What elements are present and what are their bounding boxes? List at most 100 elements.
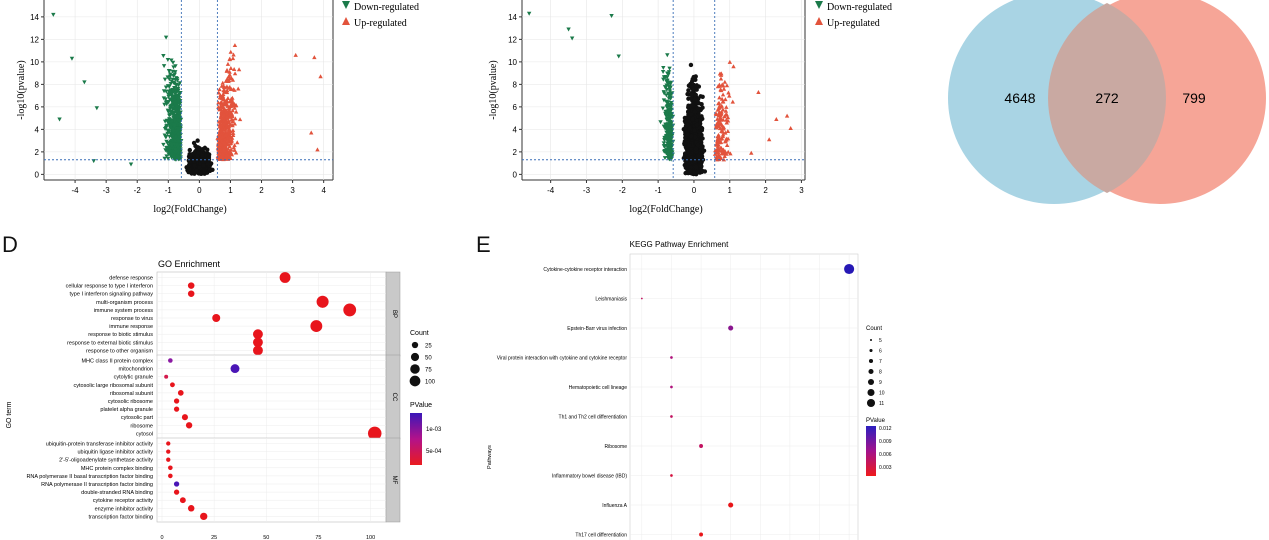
- gene-point: [172, 72, 177, 77]
- gene-point: [232, 121, 237, 126]
- gene-point: [165, 75, 170, 80]
- gene-point: [662, 156, 668, 161]
- gene-point: [774, 117, 779, 122]
- facet-label: MF: [391, 476, 397, 485]
- go-term-label: immune response: [109, 324, 153, 330]
- pathway-point: [844, 263, 855, 275]
- gene-point: [174, 110, 179, 115]
- gene-point: [669, 153, 674, 158]
- gene-point: [692, 159, 698, 164]
- gene-point: [226, 79, 231, 84]
- panel-letter-e: E: [476, 232, 491, 257]
- go-term-point: [253, 329, 263, 340]
- gene-point: [724, 104, 729, 109]
- gene-point: [231, 130, 236, 135]
- gene-point: [664, 111, 670, 116]
- pathway-label: Ribosome: [604, 444, 627, 450]
- gene-point: [128, 162, 134, 167]
- go-term-label: multi-organism process: [96, 300, 153, 306]
- go-term-label: RNA polymerase II basal transcription fa…: [26, 474, 153, 480]
- gene-point: [720, 132, 726, 137]
- gene-point: [717, 148, 723, 153]
- gene-point: [718, 139, 724, 144]
- gene-point: [223, 128, 228, 133]
- gene-point: [82, 80, 87, 85]
- x-tick-label: -1: [165, 186, 173, 195]
- y-tick-label: 0: [513, 170, 518, 179]
- gene-point: [221, 147, 227, 152]
- gene-point: [231, 52, 236, 57]
- gene-point: [219, 154, 224, 159]
- go-term-point: [168, 473, 173, 479]
- gene-point: [668, 139, 673, 144]
- y-tick-label: 0: [35, 170, 40, 179]
- x-tick-label: 2: [259, 186, 264, 195]
- count-legend-dot: [411, 341, 419, 349]
- go-term-label: enzyme inhibitor activity: [95, 506, 154, 512]
- gene-point: [177, 81, 183, 86]
- gene-point: [170, 98, 175, 103]
- count-legend-dot: [868, 358, 874, 364]
- gene-point: [186, 163, 192, 168]
- x-tick-label: -1: [655, 186, 663, 195]
- y-ticks: 0 2 4 6 8 10 12 14: [508, 13, 522, 179]
- go-term-point: [173, 398, 180, 404]
- gene-point: [681, 155, 687, 161]
- gene-point: [721, 148, 726, 153]
- gene-point: [723, 150, 728, 155]
- gene-point: [168, 109, 174, 114]
- count-legend-label: 8: [879, 369, 882, 375]
- y-tick-label: 12: [30, 35, 39, 44]
- x-tick-label: 2: [763, 186, 768, 195]
- gene-point: [687, 168, 693, 174]
- count-legend-label: 7: [879, 359, 882, 365]
- pvalue-legend: PValue 1e-03 5e-04: [410, 402, 442, 465]
- pathway-label: Inflammatory bowel disease (IBD): [552, 473, 627, 479]
- x-tick-label: 0: [160, 535, 163, 540]
- count-legend-dot: [410, 364, 420, 374]
- count-legend-label: 75: [425, 368, 432, 374]
- count-legend-label: 50: [425, 356, 432, 362]
- gene-point: [222, 140, 227, 145]
- go-term-label: cytokine receptor activity: [93, 498, 153, 504]
- gene-point: [699, 114, 704, 119]
- gene-point: [167, 84, 172, 89]
- go-term-label: response to other organism: [86, 348, 153, 354]
- gene-point: [167, 77, 172, 82]
- pathway-point: [728, 325, 734, 331]
- count-legend-label: 25: [425, 344, 432, 350]
- gene-point: [688, 112, 694, 117]
- go-term-point: [173, 406, 180, 412]
- go-term-label: cytolytic granule: [114, 375, 153, 381]
- pvalue-label-2: 5e-04: [426, 449, 442, 455]
- go-term-label: ubiquitin-protein transferase inhibitor …: [46, 442, 154, 448]
- gene-point: [173, 64, 178, 69]
- count-legend-dot: [409, 375, 421, 387]
- gene-point: [684, 122, 690, 128]
- gene-point: [229, 139, 234, 144]
- gene-point: [51, 12, 56, 17]
- go-term-label: cytosolic ribosome: [108, 399, 153, 405]
- x-ticks: -4 -3 -2 -1 0 1 2 3: [547, 180, 804, 195]
- gene-point: [713, 112, 719, 117]
- x-tick-label: 0: [692, 186, 697, 195]
- gene-point: [661, 98, 667, 103]
- gene-point: [207, 167, 213, 172]
- facet-panels: BP defense response cellular response to t…: [26, 271, 401, 523]
- gene-point: [237, 117, 243, 122]
- gene-point: [233, 109, 239, 114]
- gene-point: [217, 144, 223, 149]
- gene-point: [167, 150, 173, 155]
- gene-point: [216, 155, 221, 160]
- gene-point: [176, 99, 182, 103]
- pathway-label: Cytokine-cytokine receptor interaction: [543, 267, 627, 273]
- gene-point: [201, 169, 207, 174]
- gene-point: [201, 163, 206, 169]
- gene-point: [724, 143, 730, 147]
- gene-point: [315, 147, 320, 152]
- gene-point: [171, 113, 176, 118]
- x-ticks: -4 -3 -2 -1 0 1 2 3 4: [72, 180, 326, 195]
- go-term-point: [168, 358, 173, 363]
- gene-point: [232, 43, 238, 48]
- gene-point: [717, 82, 722, 87]
